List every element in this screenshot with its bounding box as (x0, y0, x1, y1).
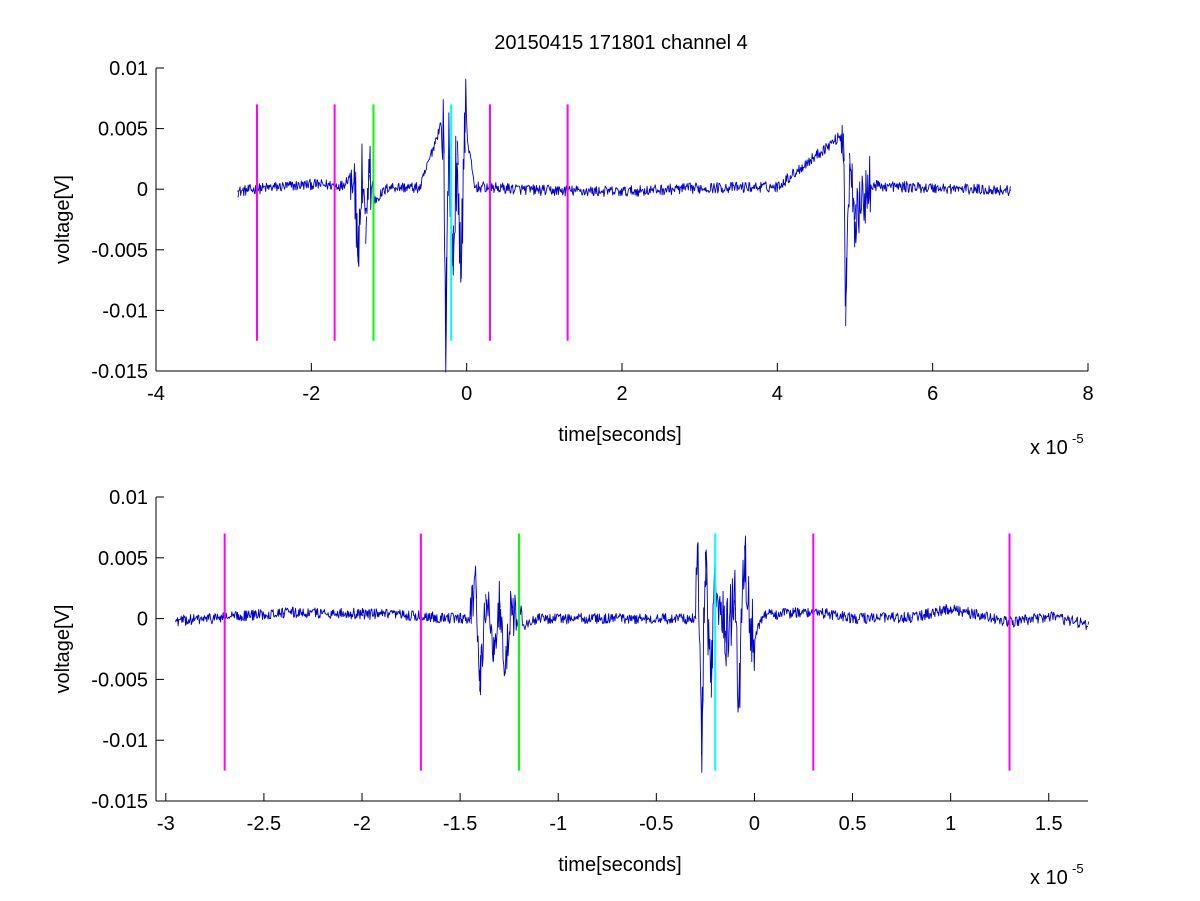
x-exponent-power: -5 (1072, 861, 1084, 876)
x-tick-label: 1 (945, 813, 956, 835)
x-tick-label: 6 (927, 383, 938, 405)
y-tick-label: -0.015 (91, 361, 148, 383)
y-tick-label: -0.01 (102, 730, 148, 752)
x-exponent-power: -5 (1072, 431, 1084, 446)
x-axis-label: time[seconds] (558, 424, 681, 446)
x-tick-label: -0.5 (639, 813, 673, 835)
x-axis-label: time[seconds] (558, 854, 681, 876)
x-tick-label: 0.5 (839, 813, 867, 835)
y-tick-label: 0.01 (109, 58, 148, 80)
x-tick-label: -3 (157, 813, 175, 835)
y-axis-label: voltage[V] (52, 175, 74, 264)
x-tick-label: -2 (353, 813, 371, 835)
x-tick-label: 4 (772, 383, 783, 405)
x-tick-label: 8 (1082, 383, 1093, 405)
y-tick-label: 0.005 (98, 548, 148, 570)
y-tick-label: -0.005 (91, 669, 148, 691)
x-tick-label: 0 (749, 813, 760, 835)
x-tick-label: -2.5 (247, 813, 281, 835)
y-tick-label: 0 (137, 609, 148, 631)
x-tick-label: -2 (302, 383, 320, 405)
y-tick-label: -0.01 (102, 300, 148, 322)
subplot-2: -3 -2.5 -2 -1.5 -1 -0.5 0 0.5 1 1.5 -0.015 -0.01 -0.… (52, 487, 1090, 889)
y-tick-label: 0.01 (109, 487, 148, 509)
x-exponent-label: x 10 (1030, 437, 1068, 459)
y-tick-label: -0.015 (91, 791, 148, 813)
figure-title: 20150415 171801 channel 4 (494, 32, 748, 54)
y-tick-label: -0.005 (91, 240, 148, 262)
x-exponent-label: x 10 (1030, 867, 1068, 889)
x-tick-label: -4 (147, 383, 165, 405)
x-tick-label: 0 (461, 383, 472, 405)
x-tick-label: -1.5 (443, 813, 477, 835)
x-tick-label: 1.5 (1035, 813, 1063, 835)
y-tick-label: 0.005 (98, 119, 148, 141)
subplots: -4 -2 0 2 4 6 8 -0.015 -0.01 -0.005 0 0.005 0.01 time… (52, 58, 1094, 889)
y-axis-label: voltage[V] (52, 605, 74, 694)
y-tick-label: 0 (137, 179, 148, 201)
x-tick-label: 2 (616, 383, 627, 405)
signal-trace (175, 535, 1090, 773)
x-tick-label: -1 (549, 813, 567, 835)
subplot-1: -4 -2 0 2 4 6 8 -0.015 -0.01 -0.005 0 0.005 0.01 time… (52, 58, 1094, 459)
